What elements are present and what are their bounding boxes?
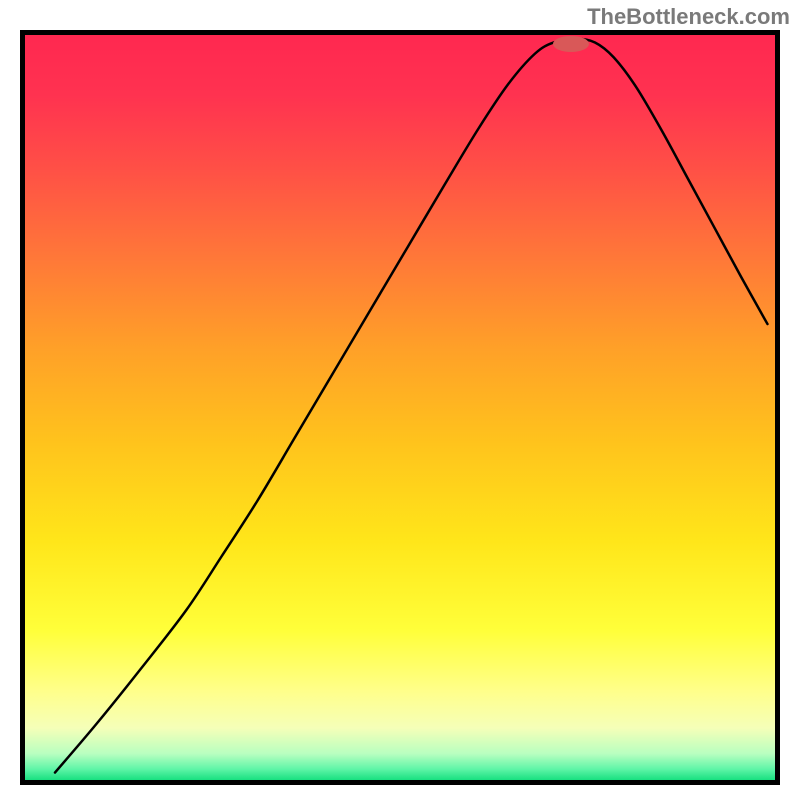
chart-background xyxy=(25,35,775,780)
bottleneck-curve-chart xyxy=(20,30,780,785)
chart-frame xyxy=(20,30,780,785)
watermark-label: TheBottleneck.com xyxy=(587,4,790,30)
chart-container: TheBottleneck.com xyxy=(0,0,800,800)
optimal-marker xyxy=(553,36,589,52)
